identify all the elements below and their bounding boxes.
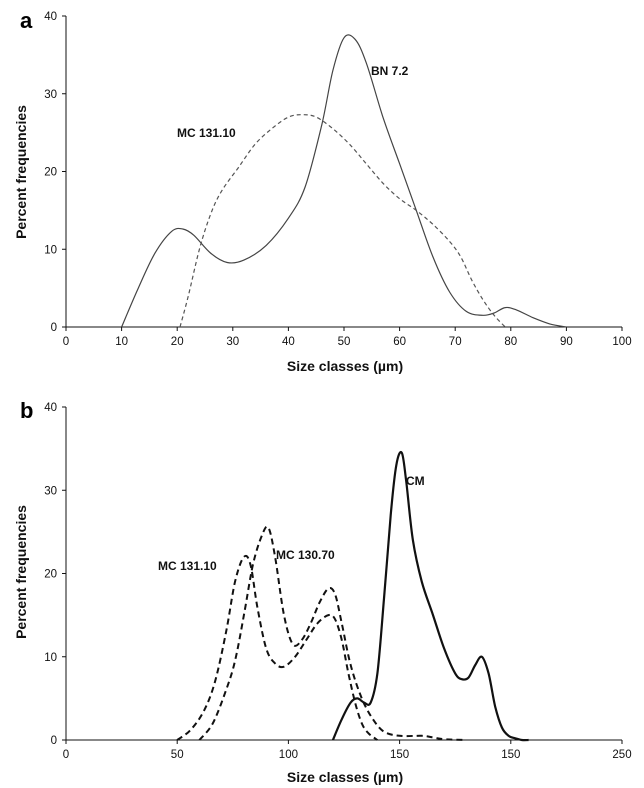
x-tick-label: 0 xyxy=(63,336,69,348)
panel-b-ticks: 0 50 100 150 150 250 0 10 20 30 40 xyxy=(44,402,631,761)
panel-b-y-axis-title: Percent frequencies xyxy=(13,505,29,639)
panel-a-y-axis-title: Percent frequencies xyxy=(13,105,29,239)
panel-a-series xyxy=(121,34,567,328)
series-line-mc-131-10 xyxy=(176,554,378,741)
panel-a-axes xyxy=(65,16,622,328)
series-line-cm xyxy=(331,451,529,742)
panel-a: a 0 10 20 30 40 50 60 70 80 90 100 0 10 20 30 40 Size c… xyxy=(13,8,632,374)
x-tick-label: 100 xyxy=(612,336,631,348)
panel-b: b 0 50 100 150 150 250 0 10 20 30 40 Size classes … xyxy=(13,398,632,785)
x-tick-label: 50 xyxy=(338,336,351,348)
panel-b-label-mc-130-70: MC 130.70 xyxy=(276,548,335,562)
series-line-bn-7-2 xyxy=(121,34,567,328)
panel-b-series xyxy=(176,451,529,742)
y-tick-label: 30 xyxy=(44,89,57,101)
x-tick-label: 30 xyxy=(226,336,239,348)
panel-a-ticks: 0 10 20 30 40 50 60 70 80 90 100 0 10 20 30 40 xyxy=(44,11,631,348)
y-tick-label: 20 xyxy=(44,569,57,581)
y-tick-label: 30 xyxy=(44,485,57,497)
panel-b-letter: b xyxy=(20,398,33,423)
series-line-mc-130-70 xyxy=(198,525,467,741)
y-tick-label: 40 xyxy=(44,402,57,414)
x-tick-label: 150 xyxy=(390,749,409,761)
panel-a-label-mc-131-10: MC 131.10 xyxy=(177,126,236,140)
x-tick-label: 100 xyxy=(279,749,298,761)
x-tick-label: 70 xyxy=(449,336,462,348)
x-tick-label: 60 xyxy=(393,336,406,348)
x-tick-label: 40 xyxy=(282,336,295,348)
y-tick-label: 10 xyxy=(44,244,57,256)
y-tick-label: 40 xyxy=(44,11,57,23)
x-tick-label: 150 xyxy=(501,749,520,761)
panel-b-label-cm: CM xyxy=(406,474,425,488)
x-tick-label: 90 xyxy=(560,336,573,348)
x-tick-label: 20 xyxy=(171,336,184,348)
panel-b-axes xyxy=(65,407,622,741)
y-tick-label: 0 xyxy=(51,735,57,747)
panel-a-label-bn-7-2: BN 7.2 xyxy=(371,64,409,78)
x-tick-label: 250 xyxy=(612,749,631,761)
panel-b-label-mc-131-10: MC 131.10 xyxy=(158,559,217,573)
x-tick-label: 80 xyxy=(504,336,517,348)
y-tick-label: 20 xyxy=(44,167,57,179)
series-line-mc-131-10 xyxy=(179,114,506,328)
x-tick-label: 0 xyxy=(63,749,69,761)
panel-a-x-axis-title: Size classes (µm) xyxy=(287,358,403,374)
panel-b-x-axis-title: Size classes (µm) xyxy=(287,769,403,785)
x-tick-label: 50 xyxy=(171,749,184,761)
y-tick-label: 10 xyxy=(44,652,57,664)
panel-a-letter: a xyxy=(20,8,33,33)
x-tick-label: 10 xyxy=(115,336,128,348)
y-tick-label: 0 xyxy=(51,322,57,334)
